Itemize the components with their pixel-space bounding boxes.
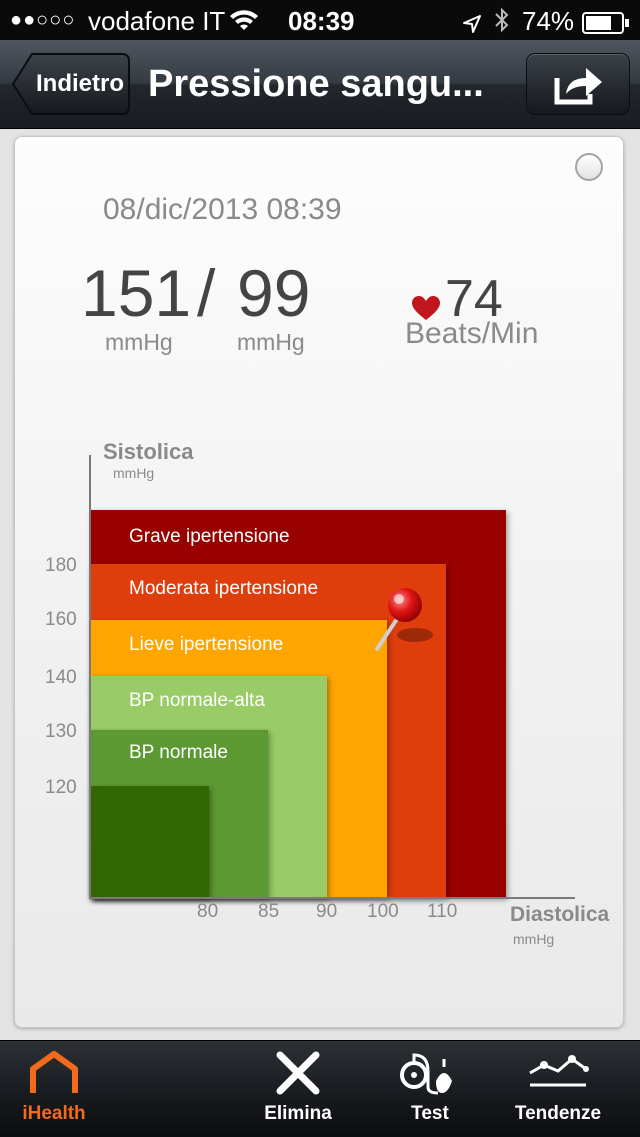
tab-ihealth[interactable]: iHealth [0,1041,108,1137]
tab-elimina[interactable]: Elimina [246,1041,350,1137]
systolic-unit: mmHg [105,329,173,355]
navigation-bar: Indietro Pressione sangu... [0,40,640,129]
back-button[interactable]: Indietro [12,53,130,115]
select-radio[interactable] [575,153,603,181]
x-tick-100: 100 [367,901,399,922]
reading-date: 08/dic/2013 08:39 [103,193,342,226]
carrier-name: vodafone IT [88,6,226,36]
clock: 08:39 [288,6,355,36]
battery-icon [582,10,630,41]
tab-test-label: Test [411,1103,449,1124]
y-tick-180: 180 [45,555,77,576]
trend-icon [529,1055,589,1087]
y-axis-unit: mmHg [113,465,155,481]
status-bar: ●●○○○ vodafone IT 08:39 74% [0,0,640,40]
page-title: Pressione sangu... [148,63,484,105]
tab-bar: iHealth Elimina Test Tendenze [0,1040,640,1137]
tab-tendenze[interactable]: Tendenze [504,1041,612,1137]
chart-plot [89,455,575,899]
x-tick-80: 80 [197,901,219,922]
tab-test[interactable]: Test [380,1041,480,1137]
y-tick-120: 120 [45,777,77,798]
zone-label-high-normal: BP normale-alta [129,690,265,711]
wifi-icon [230,8,258,39]
location-icon [462,10,482,41]
back-button-label: Indietro [36,70,124,97]
reading-card: 08/dic/2013 08:39 151 / 99 mmHg mmHg 74 … [14,136,624,1028]
share-icon [554,68,602,105]
zone-label-mild: Lieve ipertensione [129,634,284,655]
delete-x-icon [276,1051,320,1095]
pulse-value: 74 [445,270,503,328]
bluetooth-icon [494,7,510,40]
tab-tendenze-label: Tendenze [514,1103,602,1124]
diastolic-unit: mmHg [237,329,305,355]
diastolic-value: 99 [237,256,311,330]
bp-monitor-icon [400,1053,452,1095]
zone-label-severe: Grave ipertensione [129,526,290,547]
x-axis-label: Diastolica [510,903,610,926]
x-tick-90: 90 [316,901,338,922]
zone-label-normal: BP normale [129,742,228,763]
tab-ihealth-label: iHealth [22,1103,86,1124]
reading-marker-pin [375,588,433,651]
y-axis-label: Sistolica [103,439,194,464]
x-tick-110: 110 [427,901,458,922]
x-axis-unit: mmHg [513,931,555,947]
zone-label-moderate: Moderata ipertensione [129,578,319,599]
x-tick-85: 85 [258,901,280,922]
y-tick-130: 130 [45,721,77,742]
battery-percent: 74% [522,6,575,36]
bp-zone-chart: Sistolica mmHg Grave ipertensione Modera… [15,137,623,1027]
y-tick-160: 160 [45,609,77,630]
pulse-unit: Beats/Min [405,317,539,350]
zone-5 [90,786,209,898]
value-separator: / [197,256,216,330]
signal-strength: ●●○○○ [10,9,76,31]
systolic-value: 151 [81,256,192,330]
share-button[interactable] [526,53,630,115]
y-tick-140: 140 [45,667,77,688]
tab-elimina-label: Elimina [264,1103,332,1124]
heart-icon [412,296,440,320]
home-icon [30,1051,78,1093]
